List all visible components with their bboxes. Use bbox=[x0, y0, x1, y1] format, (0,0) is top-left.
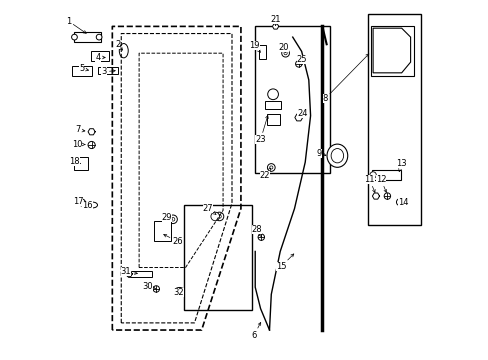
Circle shape bbox=[295, 61, 302, 67]
Bar bbox=[128, 271, 151, 277]
Text: 14: 14 bbox=[397, 198, 408, 207]
Circle shape bbox=[215, 212, 224, 221]
Circle shape bbox=[281, 49, 289, 57]
Ellipse shape bbox=[88, 202, 97, 208]
Text: 30: 30 bbox=[142, 282, 156, 291]
Bar bbox=[91, 51, 108, 62]
Text: 25: 25 bbox=[296, 55, 306, 64]
Ellipse shape bbox=[330, 149, 343, 163]
Circle shape bbox=[81, 201, 83, 204]
Circle shape bbox=[396, 199, 403, 206]
Polygon shape bbox=[372, 193, 379, 199]
Text: 20: 20 bbox=[278, 43, 288, 53]
Circle shape bbox=[258, 234, 264, 240]
Circle shape bbox=[267, 89, 278, 100]
Text: 15: 15 bbox=[276, 254, 293, 271]
Bar bbox=[254, 26, 329, 173]
Circle shape bbox=[269, 166, 272, 169]
Polygon shape bbox=[372, 28, 410, 73]
Text: 22: 22 bbox=[259, 168, 270, 180]
Text: 28: 28 bbox=[251, 225, 262, 237]
Circle shape bbox=[369, 172, 376, 178]
Polygon shape bbox=[88, 129, 95, 135]
Text: 6: 6 bbox=[251, 323, 260, 339]
Bar bbox=[258, 45, 265, 59]
Circle shape bbox=[217, 215, 221, 218]
Bar bbox=[370, 26, 413, 76]
Text: 32: 32 bbox=[173, 288, 183, 297]
Polygon shape bbox=[294, 114, 302, 121]
Bar bbox=[183, 205, 251, 310]
Polygon shape bbox=[272, 24, 278, 29]
Text: 18: 18 bbox=[69, 157, 80, 166]
Circle shape bbox=[79, 199, 85, 206]
Circle shape bbox=[210, 212, 219, 221]
Polygon shape bbox=[126, 271, 132, 277]
Bar bbox=[266, 114, 279, 125]
Bar bbox=[367, 14, 420, 225]
Text: 7: 7 bbox=[75, 126, 85, 135]
Circle shape bbox=[267, 164, 275, 171]
Text: 17: 17 bbox=[73, 197, 83, 206]
Circle shape bbox=[96, 34, 102, 40]
Text: 13: 13 bbox=[396, 159, 406, 172]
Text: 27: 27 bbox=[203, 204, 216, 214]
Bar bbox=[74, 157, 88, 170]
Text: 23: 23 bbox=[255, 116, 268, 144]
Circle shape bbox=[71, 34, 77, 40]
Text: 8: 8 bbox=[322, 54, 368, 103]
Circle shape bbox=[88, 141, 95, 149]
Ellipse shape bbox=[119, 44, 128, 58]
Circle shape bbox=[384, 193, 390, 199]
Text: 3: 3 bbox=[101, 67, 115, 76]
Text: 24: 24 bbox=[297, 109, 307, 118]
Ellipse shape bbox=[175, 287, 183, 293]
Bar bbox=[72, 66, 92, 76]
Text: 2: 2 bbox=[115, 40, 122, 50]
Circle shape bbox=[398, 201, 401, 203]
Text: 29: 29 bbox=[162, 213, 172, 222]
Text: 10: 10 bbox=[72, 140, 85, 149]
Bar bbox=[264, 102, 281, 109]
Text: 5: 5 bbox=[79, 64, 88, 73]
Circle shape bbox=[171, 217, 175, 221]
Ellipse shape bbox=[326, 144, 347, 167]
Circle shape bbox=[284, 51, 286, 55]
Bar bbox=[74, 32, 101, 42]
Text: 26: 26 bbox=[163, 234, 183, 246]
Text: 19: 19 bbox=[249, 41, 260, 52]
Text: 9: 9 bbox=[316, 149, 325, 158]
Text: 21: 21 bbox=[270, 15, 280, 26]
Circle shape bbox=[153, 286, 159, 292]
Bar bbox=[98, 67, 118, 73]
Circle shape bbox=[168, 215, 177, 224]
Text: 16: 16 bbox=[82, 201, 93, 210]
Text: 1: 1 bbox=[65, 17, 86, 33]
Text: 31: 31 bbox=[121, 267, 137, 276]
Text: 4: 4 bbox=[95, 53, 105, 62]
Bar bbox=[372, 170, 400, 180]
Bar bbox=[154, 221, 170, 241]
Text: 11: 11 bbox=[364, 175, 374, 193]
Text: 12: 12 bbox=[375, 175, 386, 193]
